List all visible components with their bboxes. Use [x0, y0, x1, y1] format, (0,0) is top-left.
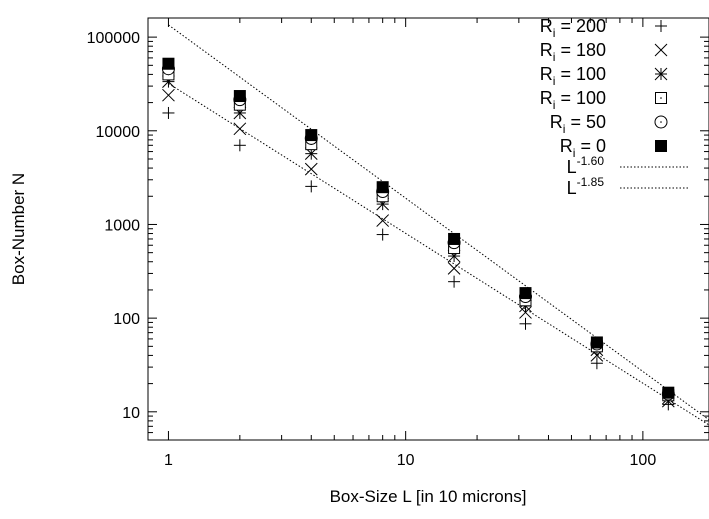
data-point-plus: [162, 106, 175, 119]
fit-line: [168, 24, 709, 421]
data-point-cross: [233, 122, 247, 136]
data-point-square-filled: [590, 336, 603, 349]
data-point-square-filled: [305, 129, 318, 142]
legend-symbol-cross: [654, 43, 668, 57]
x-tick-label: 10: [397, 452, 415, 469]
data-point-plus: [305, 180, 318, 193]
data-point-square-filled: [519, 287, 532, 300]
legend-symbol-asterisk: [654, 67, 668, 81]
legend-label: Ri = 0: [560, 136, 606, 160]
x-tick-label: 1: [164, 452, 173, 469]
legend-label: Ri = 100: [540, 64, 606, 88]
y-tick-label: 1000: [104, 217, 140, 234]
data-point-square-filled: [376, 181, 389, 194]
fit-line: [168, 83, 709, 426]
data-point-cross: [519, 306, 532, 319]
y-tick-label: 100: [113, 311, 140, 328]
legend-fit-label: L-1.85: [567, 175, 605, 198]
data-point-square-filled: [233, 90, 246, 103]
data-point-plus: [233, 139, 246, 152]
legend-label: Ri = 180: [540, 40, 606, 64]
fit-lines: [168, 24, 709, 426]
data-point-cross: [162, 88, 175, 102]
y-axis-label: Box-Number N: [9, 173, 28, 285]
y-tick-label: 100000: [87, 30, 140, 47]
y-tick-label: 10000: [96, 124, 141, 141]
axis-ticks: 1 10 100 10 100 1000 10000 100000: [87, 18, 709, 469]
y-tick-label: 10: [122, 405, 140, 422]
data-point-plus: [519, 317, 532, 330]
data-point-cross: [376, 214, 390, 227]
x-axis-label: Box-Size L [in 10 microns]: [330, 487, 527, 506]
data-point-square-filled: [448, 232, 461, 245]
legend-symbol-plus: [655, 20, 667, 32]
data-point-square-filled: [662, 386, 675, 399]
data-point-cross: [447, 261, 461, 275]
plot-frame: [147, 17, 709, 441]
data-point-plus: [590, 357, 603, 370]
legend-label: Ri = 50: [550, 112, 606, 136]
legend-fit-label: L-1.60: [567, 154, 605, 177]
data-point-plus: [448, 275, 461, 288]
data-point-plus: [376, 228, 389, 241]
data-point-square-filled: [162, 57, 175, 70]
legend-label: Ri = 200: [540, 16, 606, 40]
x-tick-label: 100: [630, 452, 657, 469]
legend-symbol-square-filled: [655, 140, 667, 152]
legend-label: Ri = 100: [540, 88, 606, 112]
legend-symbol-circle-open: [654, 115, 668, 129]
data-point-cross: [304, 162, 318, 176]
data-points: [161, 57, 675, 411]
legend-symbol-square-open: [655, 92, 667, 104]
